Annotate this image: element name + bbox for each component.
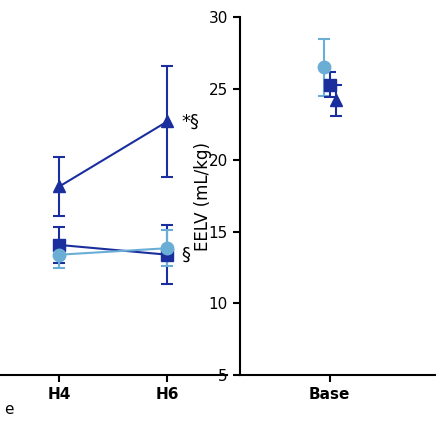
Y-axis label: EELV (mL/kg): EELV (mL/kg) (194, 142, 212, 251)
Text: e: e (4, 402, 14, 417)
Text: *§: *§ (181, 112, 199, 130)
Text: §: § (181, 246, 191, 264)
